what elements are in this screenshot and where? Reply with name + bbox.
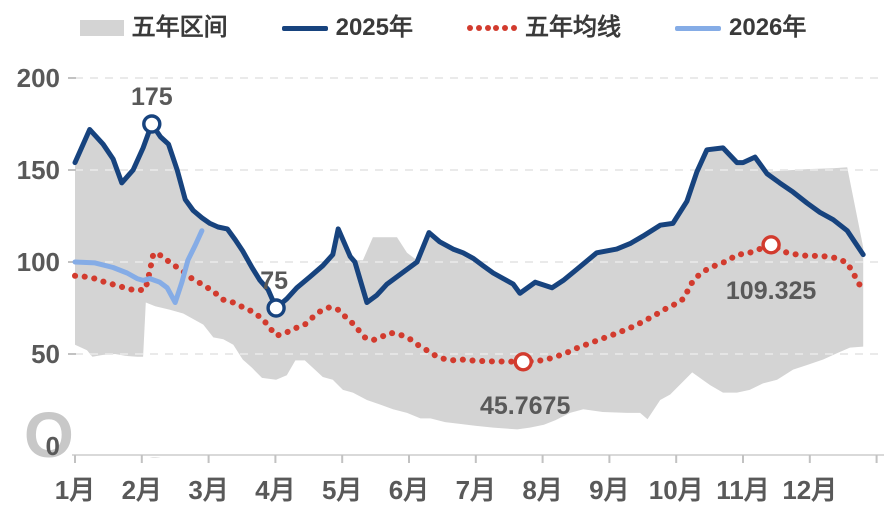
legend-item-4[interactable]: 2026年 <box>675 16 806 40</box>
svg-text:200: 200 <box>17 63 60 93</box>
legend-item-2[interactable]: 2025年 <box>281 14 413 41</box>
svg-text:7月: 7月 <box>456 475 496 505</box>
svg-text:12月: 12月 <box>782 475 837 505</box>
svg-text:0: 0 <box>46 431 60 461</box>
y-axis-labels: 0 50 100 150 200 <box>17 63 60 461</box>
svg-text:4月: 4月 <box>255 475 295 505</box>
svg-text:1月: 1月 <box>55 475 95 505</box>
data-point-annotations: 175 75 45.7675 109.325 <box>131 83 816 420</box>
svg-text:3月: 3月 <box>188 475 228 505</box>
svg-text:100: 100 <box>17 247 60 277</box>
data-point-marker[interactable] <box>513 352 533 372</box>
line-2026 <box>72 228 205 305</box>
data-point-marker[interactable] <box>142 114 162 134</box>
legend-line-swatch <box>675 25 721 31</box>
data-point-marker[interactable] <box>761 235 781 255</box>
legend-area-swatch <box>79 20 124 36</box>
data-point-label: 175 <box>131 83 173 111</box>
chart-legend: 五年区间 2025年 五年均线 2026年 <box>0 16 886 40</box>
data-point-label: 45.7675 <box>480 392 570 420</box>
svg-text:150: 150 <box>17 155 60 185</box>
svg-text:5月: 5月 <box>322 475 362 505</box>
legend-item-3[interactable]: 五年均线 <box>467 16 621 40</box>
data-point-marker[interactable] <box>266 298 286 318</box>
svg-text:9月: 9月 <box>589 475 629 505</box>
svg-text:10月: 10月 <box>649 475 704 505</box>
legend-label: 五年均线 <box>525 14 621 41</box>
five-year-range-area <box>75 122 864 430</box>
svg-text:2月: 2月 <box>122 475 162 505</box>
svg-text:11月: 11月 <box>716 475 770 505</box>
line-2025 <box>72 121 866 311</box>
x-axis-ticks <box>74 455 878 463</box>
data-point-label: 75 <box>260 267 288 295</box>
svg-text:6月: 6月 <box>389 475 429 505</box>
legend-item-1[interactable]: 五年区间 <box>79 14 228 41</box>
svg-text:50: 50 <box>31 339 60 369</box>
legend-label: 2026年 <box>729 14 807 41</box>
legend-line-swatch <box>281 25 328 31</box>
svg-text:8月: 8月 <box>522 475 562 505</box>
legend-label: 五年区间 <box>131 14 228 41</box>
x-axis-labels: 1月 2月 3月 4月 5月 6月 7月 8月 9月 10月 11月 12月 <box>55 475 837 505</box>
five-year-average-line <box>72 241 867 365</box>
legend-label: 2025年 <box>335 14 413 41</box>
data-point-label: 109.325 <box>726 277 816 305</box>
legend-dotted-swatch <box>467 25 517 31</box>
